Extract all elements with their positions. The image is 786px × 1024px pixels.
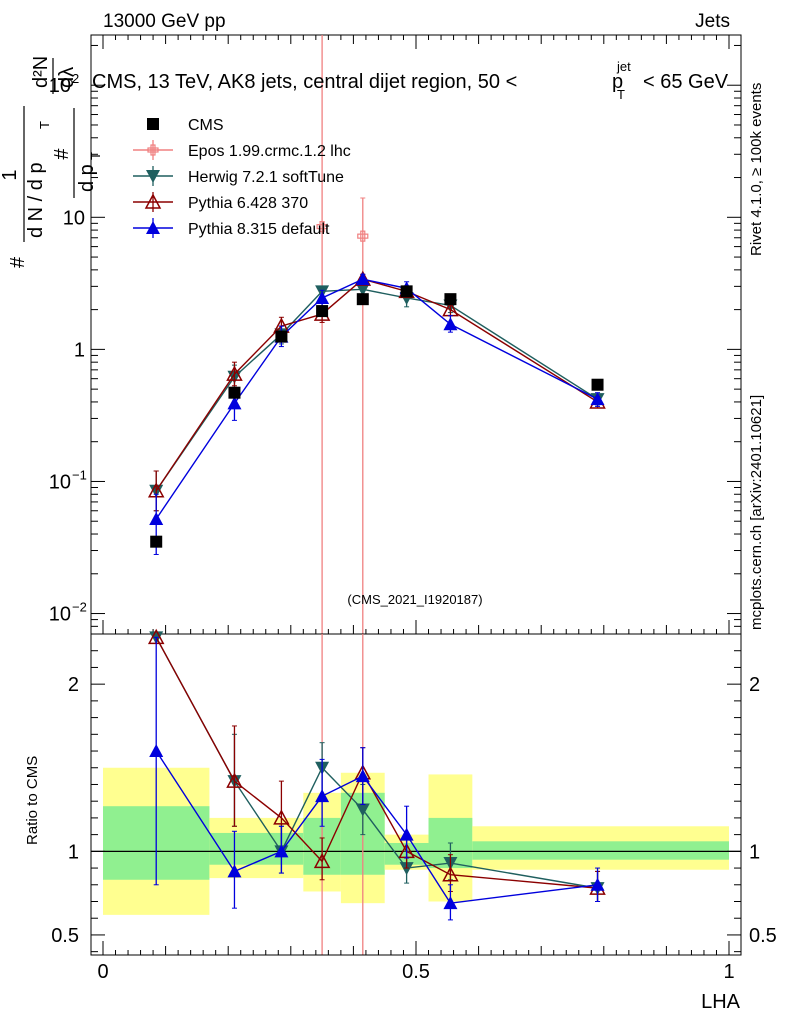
main-point-epos xyxy=(316,221,328,233)
ratio-point-pythia6 xyxy=(442,866,459,882)
ratio-line-pythia8 xyxy=(155,750,598,904)
main-point-pythia8 xyxy=(149,511,164,525)
ratio-point-pythia6 xyxy=(313,852,331,869)
legend-label-epos: Epos 1.99.crmc.1.2 lhc xyxy=(188,143,351,160)
main-point-epos-h xyxy=(316,224,328,230)
ylabel-d2n-visible: d²N xyxy=(30,56,52,88)
title-sup: jet xyxy=(616,59,631,74)
ylabel-t-b: T xyxy=(88,152,103,160)
legend-marker-epos xyxy=(147,144,159,156)
ratio-ytick-label: 2 xyxy=(68,674,79,696)
legend-marker-herwig xyxy=(146,170,160,183)
legend-marker-pythia6 xyxy=(144,193,162,209)
watermark: (CMS_2021_I1920187) xyxy=(347,592,482,607)
legend-marker-epos-v xyxy=(150,144,156,156)
ratio-point-pythia8 xyxy=(355,769,370,783)
title-post: < 65 GeV xyxy=(643,71,729,93)
ylabel-hash-b: # xyxy=(51,148,73,160)
ratio-line-herwig xyxy=(155,637,598,889)
main-ytick-label: 10 xyxy=(63,207,85,229)
ratio-point-pythia8 xyxy=(399,827,414,841)
ratio-point-pythia8 xyxy=(443,896,458,910)
legend-marker-cms xyxy=(147,118,159,130)
header-left: 13000 GeV pp xyxy=(103,11,226,32)
ylabel-hash-a: # xyxy=(7,256,29,268)
ratio-point-pythia8 xyxy=(149,744,164,758)
main-point-cms xyxy=(591,378,604,391)
main-point-herwig xyxy=(355,283,370,297)
ratio-xtick-label: 1 xyxy=(723,961,734,983)
ratio-point-pythia8 xyxy=(227,864,242,878)
ratio-xtick-label: 0.5 xyxy=(402,961,430,983)
legend-label-cms: CMS xyxy=(188,117,224,134)
main-line-herwig xyxy=(155,288,598,492)
main-point-cms xyxy=(228,386,241,399)
ratio-point-pythia8 xyxy=(590,877,605,891)
main-ytick-label: 1 xyxy=(74,339,85,361)
ratio-ytick-label-right: 2 xyxy=(749,674,760,696)
ylabel-dpt: d p xyxy=(76,164,98,192)
ratio-point-pythia8 xyxy=(315,789,330,803)
main-ytick-exp: 2 xyxy=(72,71,79,86)
chart-title: CMS, 13 TeV, AK8 jets, central dijet reg… xyxy=(92,59,729,102)
ratio-point-pythia6 xyxy=(273,809,290,825)
legend-label-pythia8: Pythia 8.315 default xyxy=(188,221,330,238)
title-pre: CMS, 13 TeV, AK8 jets, central dijet reg… xyxy=(92,71,517,93)
ratio-point-pythia6 xyxy=(226,772,243,788)
main-point-epos-v xyxy=(360,230,366,242)
main-point-cms xyxy=(275,330,288,343)
main-point-pythia8 xyxy=(443,317,458,331)
main-ytick-label: 10 xyxy=(49,471,71,493)
main-point-cms xyxy=(316,305,329,318)
main-ylabel: # 1 d N / d p T # d²N d²N d p T dλ xyxy=(0,56,103,268)
main-point-pythia8 xyxy=(315,290,330,304)
main-point-pythia6 xyxy=(226,365,243,381)
side-text-top: Rivet 4.1.0, ≥ 100k events xyxy=(748,83,765,256)
ratio-point-pythia8 xyxy=(274,844,289,858)
ratio-xtick-label: 0 xyxy=(97,961,108,983)
side-text-bottom: mcplots.cern.ch [arXiv:2401.10621] xyxy=(748,395,765,630)
header-right: Jets xyxy=(695,11,730,32)
legend-label-pythia6: Pythia 6.428 370 xyxy=(188,195,308,212)
main-point-cms xyxy=(444,293,457,306)
main-line-pythia8 xyxy=(155,278,598,520)
main-point-epos-v xyxy=(319,221,325,233)
main-point-pythia8 xyxy=(590,392,605,406)
legend-label-herwig: Herwig 7.2.1 softTune xyxy=(188,169,344,186)
title-p: p xyxy=(612,71,623,93)
title-sub: T xyxy=(617,87,625,102)
ratio-ytick-label-right: 0.5 xyxy=(749,925,777,947)
main-ytick-label: 10 xyxy=(49,75,71,97)
ratio-ylabel: Ratio to CMS xyxy=(24,756,41,845)
ratio-ytick-label: 0.5 xyxy=(51,925,79,947)
main-point-pythia8 xyxy=(227,396,242,410)
main-ytick-label: 10 xyxy=(49,604,71,626)
ratio-point-herwig xyxy=(355,803,370,817)
main-point-pythia8 xyxy=(355,272,370,286)
legend: CMS Epos 1.99.crmc.1.2 lhc Herwig 7.2.1 so… xyxy=(133,117,351,238)
ratio-ytick-label-right: 1 xyxy=(749,841,760,863)
ratio-panel: 0 0.5 1 0.5 0.5 1 1 2 2 xyxy=(51,628,777,983)
ylabel-dlambda: dλ xyxy=(56,67,78,88)
legend-marker-epos-h xyxy=(147,147,159,153)
band-inner-7 xyxy=(472,841,729,860)
ratio-ytick-label: 1 xyxy=(68,841,79,863)
main-ytick-exp: −2 xyxy=(72,600,87,615)
ylabel-one: 1 xyxy=(0,169,21,180)
main-line-pythia6 xyxy=(155,278,598,492)
main-point-epos xyxy=(357,230,369,242)
main-point-cms xyxy=(356,293,369,306)
main-point-cms xyxy=(150,535,163,548)
main-point-cms xyxy=(400,285,413,298)
ylabel-t-a: T xyxy=(37,121,52,129)
main-point-epos-h xyxy=(357,233,369,239)
xlabel: LHA xyxy=(701,991,741,1013)
ylabel-dn: d N / d p xyxy=(25,162,47,238)
main-ytick-exp: −1 xyxy=(72,467,87,482)
legend-marker-pythia8 xyxy=(146,221,160,234)
